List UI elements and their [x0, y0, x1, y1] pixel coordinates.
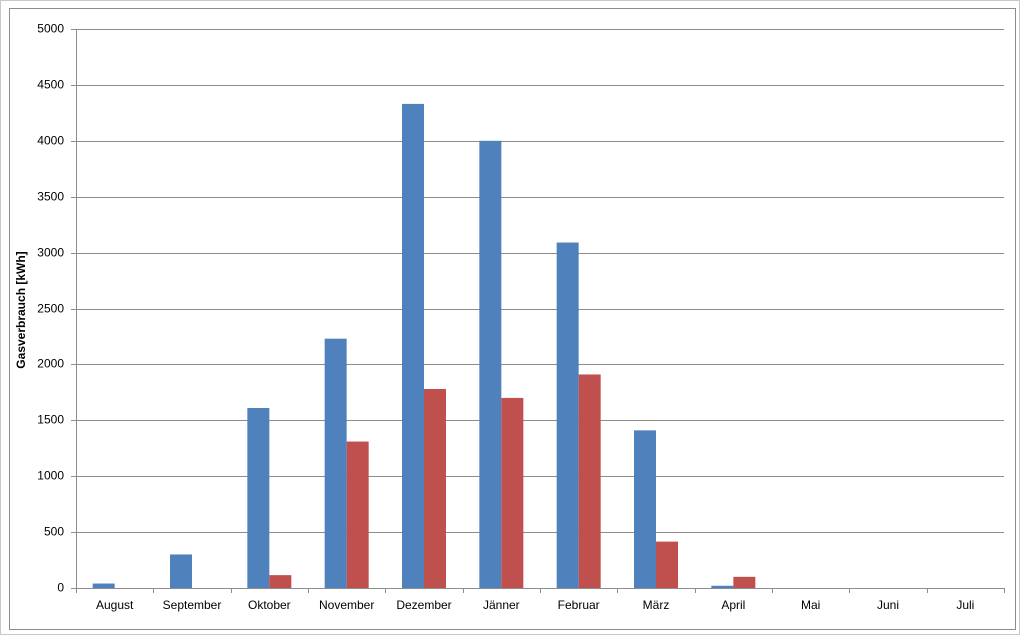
bar — [92, 583, 115, 588]
bar — [656, 541, 678, 588]
x-tick-label: November — [319, 598, 374, 612]
y-tick-label: 3500 — [37, 190, 64, 204]
y-tick-label: 1500 — [37, 413, 64, 427]
y-tick-label: 2500 — [37, 302, 64, 316]
y-tick-label: 2000 — [37, 357, 64, 371]
y-tick-label: 3000 — [37, 246, 64, 260]
bar — [501, 397, 524, 588]
x-tick-label: August — [96, 598, 134, 612]
x-tick-label: Dezember — [396, 598, 451, 612]
bar — [269, 575, 292, 588]
x-tick-label: März — [643, 598, 670, 612]
x-tick-label: Juli — [956, 598, 974, 612]
y-tick-label: 1000 — [37, 469, 64, 483]
x-tick-label: Oktober — [248, 598, 291, 612]
y-axis-label: Gasverbrauch [kWh] — [14, 251, 28, 368]
x-tick-label: September — [163, 598, 222, 612]
x-tick-label: Februar — [558, 598, 600, 612]
bar — [556, 242, 579, 588]
bar — [402, 103, 424, 588]
bar — [247, 408, 270, 588]
bar — [711, 585, 734, 588]
x-tick-label: April — [721, 598, 745, 612]
bar — [424, 388, 446, 588]
bar — [479, 140, 502, 589]
y-tick-label: 500 — [44, 525, 64, 539]
bar — [346, 441, 369, 588]
bar — [324, 338, 347, 588]
bar — [578, 374, 601, 588]
y-tick-label: 5000 — [37, 22, 64, 36]
x-tick-label: Jänner — [483, 598, 520, 612]
y-tick-label: 4500 — [37, 78, 64, 92]
x-tick-label: Juni — [877, 598, 899, 612]
bar — [170, 554, 192, 588]
bar — [733, 576, 756, 588]
y-tick-label: 0 — [57, 581, 64, 595]
y-tick-label: 4000 — [37, 134, 64, 148]
bar — [634, 430, 656, 588]
x-tick-label: Mai — [801, 598, 820, 612]
